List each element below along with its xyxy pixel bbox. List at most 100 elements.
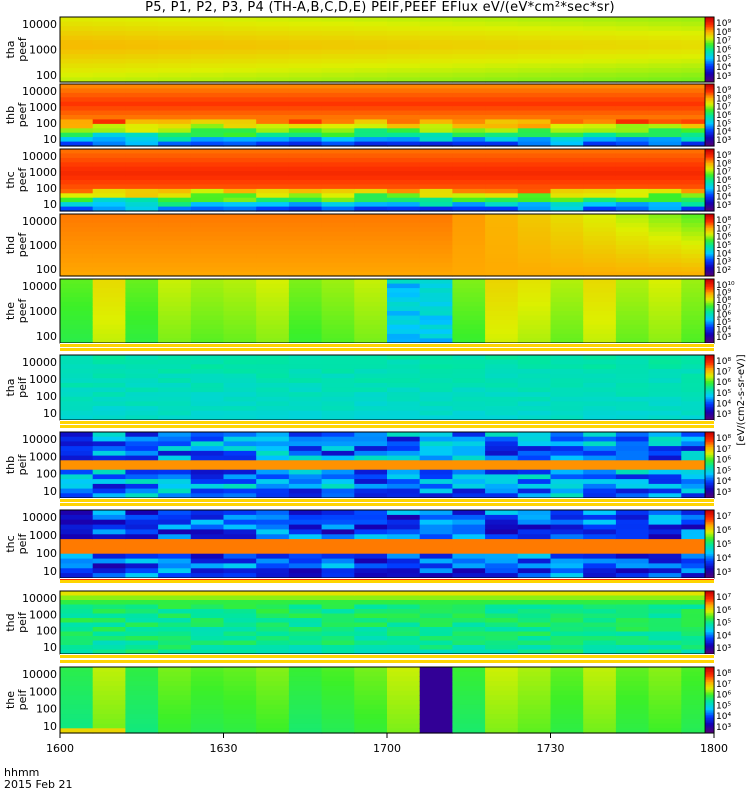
- spectrogram-cell: [387, 110, 421, 116]
- spectrogram-cell: [681, 631, 715, 637]
- spectrogram-cell: [485, 320, 519, 326]
- spectrogram-cell: [60, 320, 94, 326]
- spectrogram-cell: [452, 92, 486, 98]
- spectrogram-cell: [223, 68, 257, 74]
- spectrogram-cell: [125, 115, 159, 120]
- colorbar-segment: [705, 204, 714, 207]
- spectrogram-cell: [419, 558, 453, 565]
- spectrogram-cell: [583, 681, 617, 687]
- spectrogram-cell: [550, 460, 584, 466]
- spectrogram-cell: [615, 544, 650, 550]
- spectrogram-cell: [648, 97, 682, 103]
- spectrogram-cell: [354, 558, 388, 565]
- spectrogram-cell: [158, 197, 192, 203]
- spectrogram-cell: [550, 157, 584, 163]
- spectrogram-cell: [256, 695, 290, 701]
- spectrogram-cell: [615, 474, 650, 480]
- spectrogram-cell: [354, 40, 388, 46]
- spectrogram-cell: [681, 236, 715, 242]
- spectrogram-cell: [256, 432, 290, 438]
- spectrogram-cell: [321, 649, 355, 655]
- spectrogram-cell: [92, 685, 126, 692]
- spectrogram-cell: [125, 77, 159, 83]
- spectrogram-cell: [190, 315, 225, 321]
- spectrogram-cell: [125, 197, 159, 203]
- spectrogram-cell: [648, 68, 682, 74]
- spectrogram-cell: [550, 640, 584, 646]
- spectrogram-cell: [60, 338, 94, 344]
- colorbar-segment: [705, 617, 714, 620]
- spectrogram-cell: [256, 563, 290, 569]
- spectrogram-cell: [387, 162, 421, 168]
- spectrogram-cell: [681, 368, 715, 375]
- spectrogram-cell: [387, 460, 421, 466]
- spectrogram-cell: [256, 17, 290, 23]
- spectrogram-cell: [190, 524, 225, 531]
- spectrogram-cell: [288, 704, 323, 710]
- x-tick-label: 1800: [700, 742, 728, 755]
- spectrogram-cell: [615, 483, 650, 490]
- spectrogram-cell: [648, 63, 682, 69]
- colorbar-tick-label: 10⁵: [716, 619, 731, 629]
- spectrogram-cell: [125, 534, 159, 540]
- spectrogram-cell: [321, 271, 355, 277]
- colorbar-segment: [705, 608, 714, 611]
- spectrogram-cell: [452, 622, 486, 628]
- spectrogram-cell: [92, 667, 126, 673]
- spectrogram-cell: [648, 267, 682, 273]
- spectrogram-cell: [648, 214, 682, 219]
- spectrogram-cell: [256, 469, 290, 475]
- spectrogram-cell: [485, 415, 519, 421]
- colorbar-segment: [705, 468, 714, 471]
- spectrogram-cell: [452, 604, 486, 610]
- spectrogram-cell: [288, 333, 323, 340]
- spectrogram-cell: [256, 279, 290, 285]
- spectrogram-cell: [60, 539, 94, 545]
- spectrogram-cell: [190, 396, 225, 402]
- spectrogram-cell: [288, 640, 323, 646]
- spectrogram-cell: [158, 35, 192, 41]
- spectrogram-cell: [321, 359, 355, 365]
- spectrogram-cell: [125, 548, 159, 555]
- panel-ylabel: thb: [4, 456, 17, 474]
- colorbar-segment: [705, 251, 714, 254]
- spectrogram-cell: [387, 519, 421, 526]
- spectrogram-cell: [681, 324, 715, 330]
- spectrogram-cell: [223, 483, 257, 490]
- spectrogram-cell: [321, 474, 355, 480]
- spectrogram-cell: [190, 622, 225, 628]
- spectrogram-cell: [125, 301, 159, 308]
- spectrogram-cell: [223, 544, 257, 550]
- spectrogram-cell: [125, 676, 159, 682]
- spectrogram-cell: [387, 306, 421, 312]
- spectrogram-cell: [60, 301, 94, 308]
- spectrogram-cell: [615, 465, 650, 471]
- spectrogram-cell: [681, 436, 715, 442]
- spectrogram-cell: [485, 432, 519, 438]
- colorbar-tick-label: 10⁴: [716, 712, 731, 722]
- spectrogram-cell: [452, 591, 486, 597]
- spectrogram-cell: [681, 479, 715, 485]
- spectrogram-cell: [354, 21, 388, 27]
- spectrogram-cell: [485, 488, 519, 494]
- colorbar-segment: [705, 327, 714, 330]
- colorbar-segment: [705, 315, 714, 318]
- colorbar-segment: [705, 235, 714, 238]
- spectrogram-cell: [190, 88, 225, 94]
- spectrogram-cell: [648, 54, 682, 60]
- colorbar-segment: [705, 597, 714, 600]
- spectrogram-cell: [223, 306, 257, 312]
- spectrogram-cell: [321, 469, 355, 475]
- spectrogram-cell: [190, 627, 225, 633]
- spectrogram-cell: [288, 297, 323, 303]
- spectrogram-cell: [485, 236, 519, 242]
- colorbar-segment: [705, 555, 714, 559]
- spectrogram-cell: [648, 524, 682, 531]
- spectrogram-cell: [354, 446, 388, 452]
- y-tick-label: 1000: [29, 529, 57, 542]
- spectrogram-cell: [615, 685, 650, 692]
- spectrogram-cell: [288, 153, 323, 159]
- spectrogram-cell: [354, 685, 388, 692]
- spectrogram-cell: [550, 88, 584, 94]
- spectrogram-cell: [60, 387, 94, 393]
